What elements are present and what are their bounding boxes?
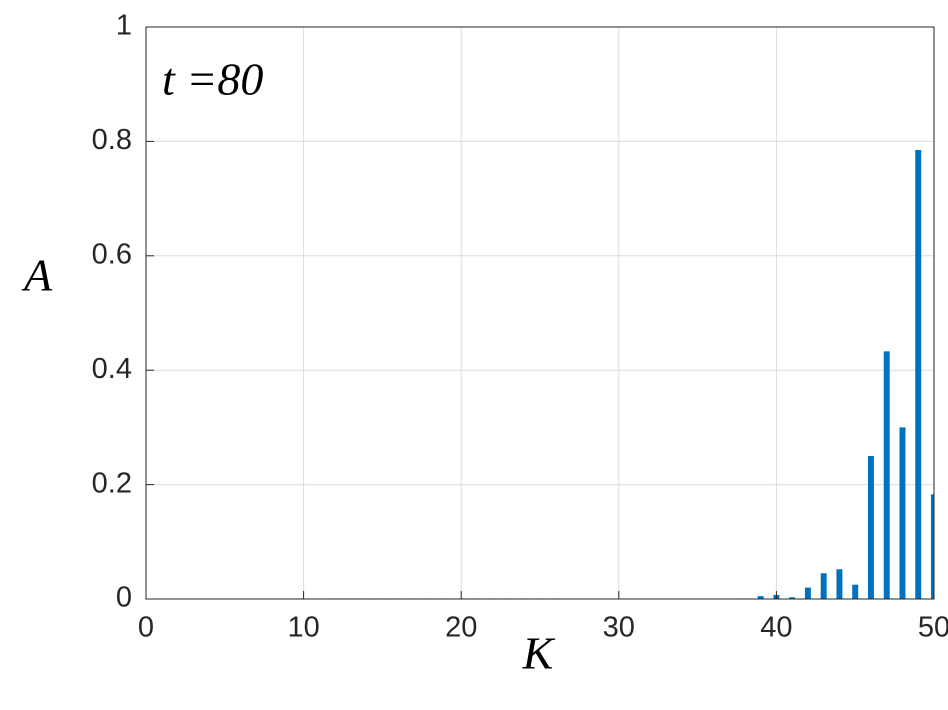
bar (883, 351, 890, 599)
bar (757, 596, 764, 599)
x-tick-label: 40 (760, 612, 792, 644)
bar (820, 573, 827, 599)
bar (867, 456, 874, 599)
y-tick-label: 0.6 (92, 238, 132, 270)
y-tick-label: 0 (116, 582, 132, 614)
bar (915, 149, 922, 599)
x-tick-label: 20 (445, 612, 477, 644)
bar (804, 587, 811, 599)
bar (836, 569, 843, 599)
bar (899, 427, 906, 599)
bar (852, 584, 859, 599)
y-tick-label: 0.8 (92, 124, 132, 156)
bar (789, 597, 796, 599)
x-tick-label: 50 (918, 612, 948, 644)
x-tick-label: 30 (603, 612, 635, 644)
x-tick-label: 0 (138, 612, 154, 644)
x-axis-label: K (522, 628, 556, 679)
y-tick-label: 0.4 (92, 353, 132, 385)
x-tick-label: 10 (287, 612, 319, 644)
y-tick-label: 0.2 (92, 467, 132, 499)
y-axis-label: A (21, 250, 53, 301)
bar (931, 494, 934, 599)
axes-box (145, 26, 935, 600)
annotation: t =80 (162, 54, 263, 105)
y-tick-label: 1 (116, 10, 132, 42)
plot-area (146, 27, 934, 599)
